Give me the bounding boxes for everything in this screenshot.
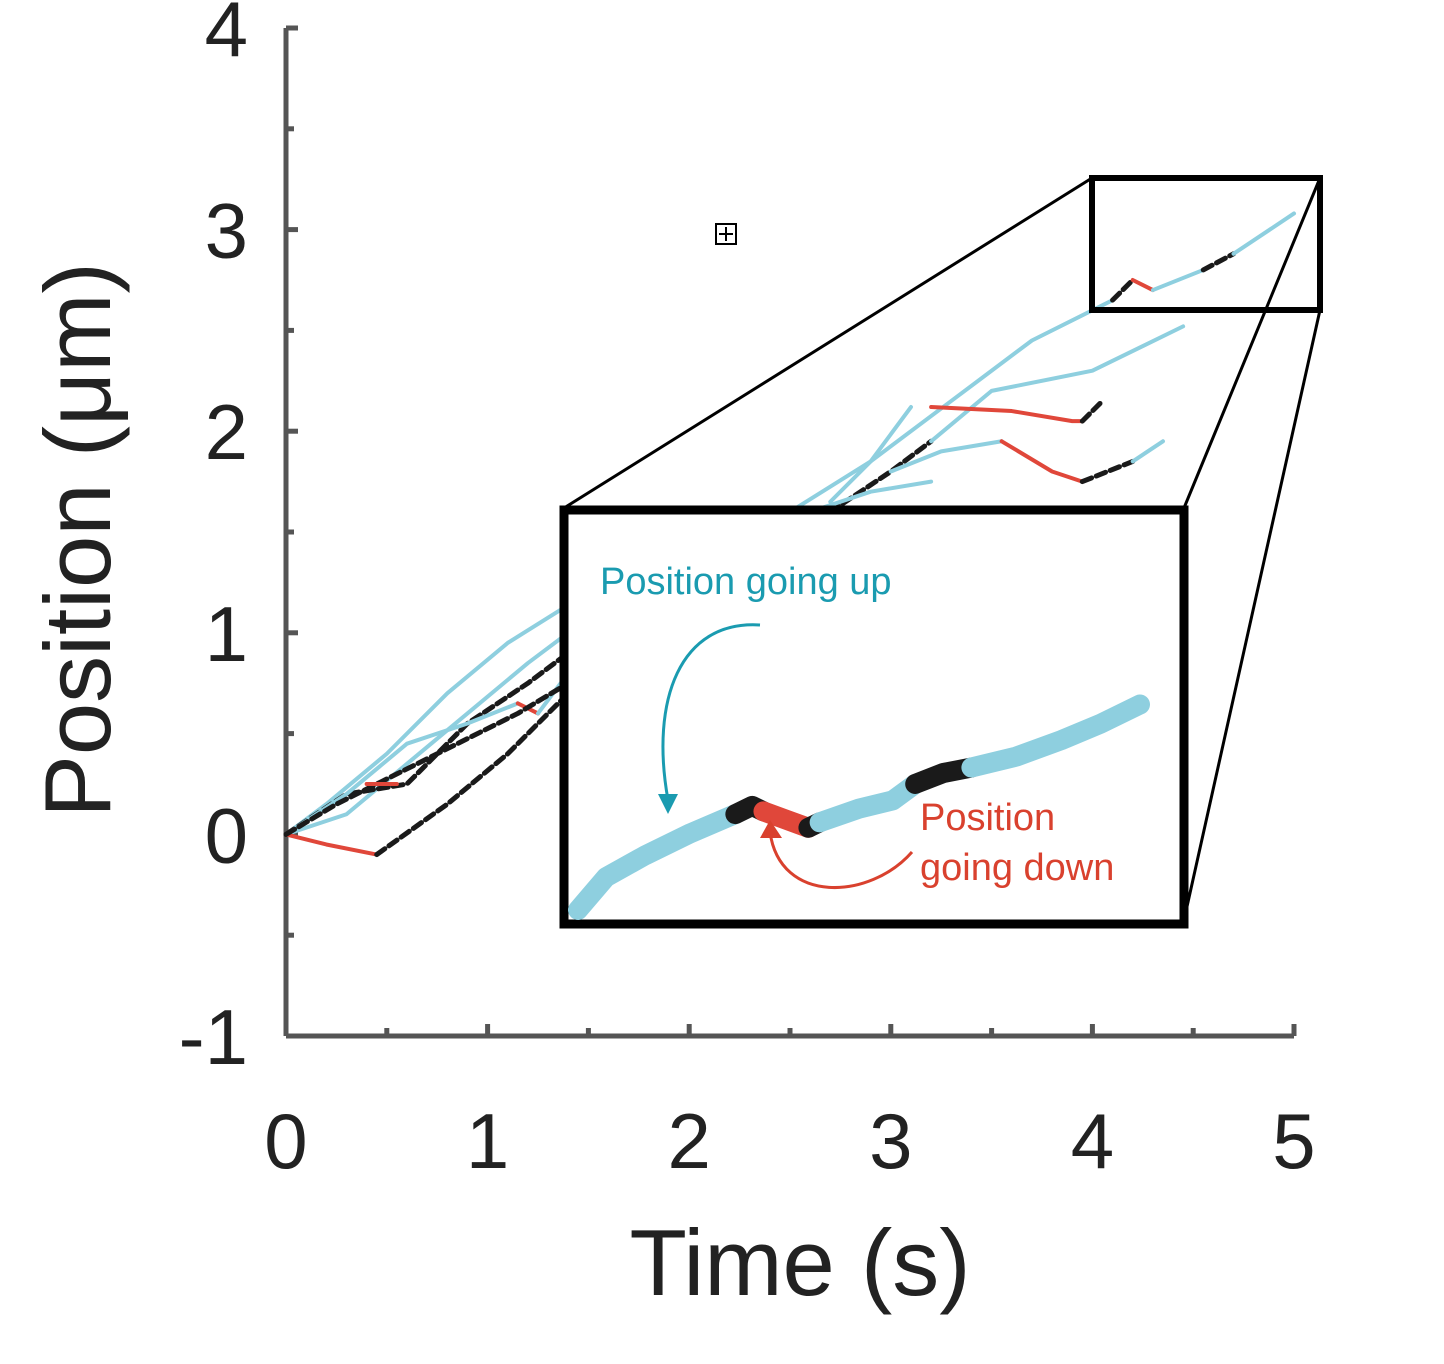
zoom-region-box [1089, 175, 1323, 313]
x-tick-label: 0 [264, 1097, 307, 1185]
curved-arrow-up [661, 623, 761, 801]
label-position-going-down-line1: Position [920, 797, 1055, 839]
connector-line-right [1182, 309, 1322, 921]
trajectory-segment-down [929, 405, 1085, 424]
trajectory-segment-down [999, 439, 1085, 484]
y-tick-label: 0 [205, 791, 248, 879]
trajectory-segment-up [1130, 439, 1165, 464]
trajectory-series [284, 211, 1296, 837]
trajectory-segment-up [1150, 267, 1206, 293]
trajectory-segment-down [284, 832, 379, 857]
arrowhead-up [658, 794, 678, 814]
trajectory-series [283, 680, 571, 837]
inset-segment-up [961, 694, 1150, 778]
trajectory-segment-pause [1200, 251, 1237, 273]
trajectory-segment-up [929, 324, 1186, 444]
y-tick-label: 2 [205, 388, 248, 476]
y-tick-label: -1 [179, 993, 248, 1081]
inset-segment-up [809, 773, 926, 833]
trajectory-segment-up [808, 479, 934, 514]
arrowhead-down [760, 820, 782, 838]
crosshair-cursor-icon [715, 223, 737, 245]
connector-line-top-left [563, 176, 1093, 510]
y-tick-label: 1 [205, 590, 248, 678]
trajectory-series [284, 439, 1165, 858]
trajectory-segment-up [828, 405, 913, 504]
zoom-callout [563, 175, 1323, 921]
inset-segment-up [568, 804, 746, 920]
axis-ticks [283, 25, 1297, 1039]
y-tick-label: 3 [205, 187, 248, 275]
curved-arrow-down [768, 831, 914, 889]
trajectory-segment-up [888, 439, 1004, 474]
inset-trace [568, 694, 1150, 920]
x-tick-label: 3 [869, 1097, 912, 1185]
y-tick-label: 4 [205, 0, 248, 73]
trajectory-segment-up [284, 630, 571, 837]
trajectory-segment-pause [374, 690, 571, 858]
x-tick-label: 5 [1272, 1097, 1315, 1185]
connector-line-bottom-left [1182, 177, 1322, 509]
inset-box [559, 505, 1189, 929]
trajectory-segment-pause [1079, 458, 1136, 485]
trajectory-traces [283, 211, 1296, 858]
y-axis-title: Position (μm) [25, 262, 130, 818]
x-tick-label: 1 [466, 1097, 509, 1185]
trajectory-segment-up [788, 298, 1115, 514]
label-position-going-up: Position going up [600, 561, 892, 603]
trajectory-segment-pause [1110, 277, 1136, 303]
inset-panel: Position going up Position going down [559, 505, 1189, 929]
x-axis-title: Time (s) [629, 1210, 970, 1315]
trajectory-segment-pause [1079, 398, 1105, 424]
trajectory-segment-up [1231, 211, 1296, 256]
label-position-going-down-line2: going down [920, 847, 1114, 889]
x-tick-label: 2 [668, 1097, 711, 1185]
x-tick-label: 4 [1071, 1097, 1114, 1185]
trajectory-segment-pause [283, 680, 571, 837]
trajectory-segment-down [1130, 278, 1155, 293]
trajectory-segment-up [284, 590, 591, 837]
